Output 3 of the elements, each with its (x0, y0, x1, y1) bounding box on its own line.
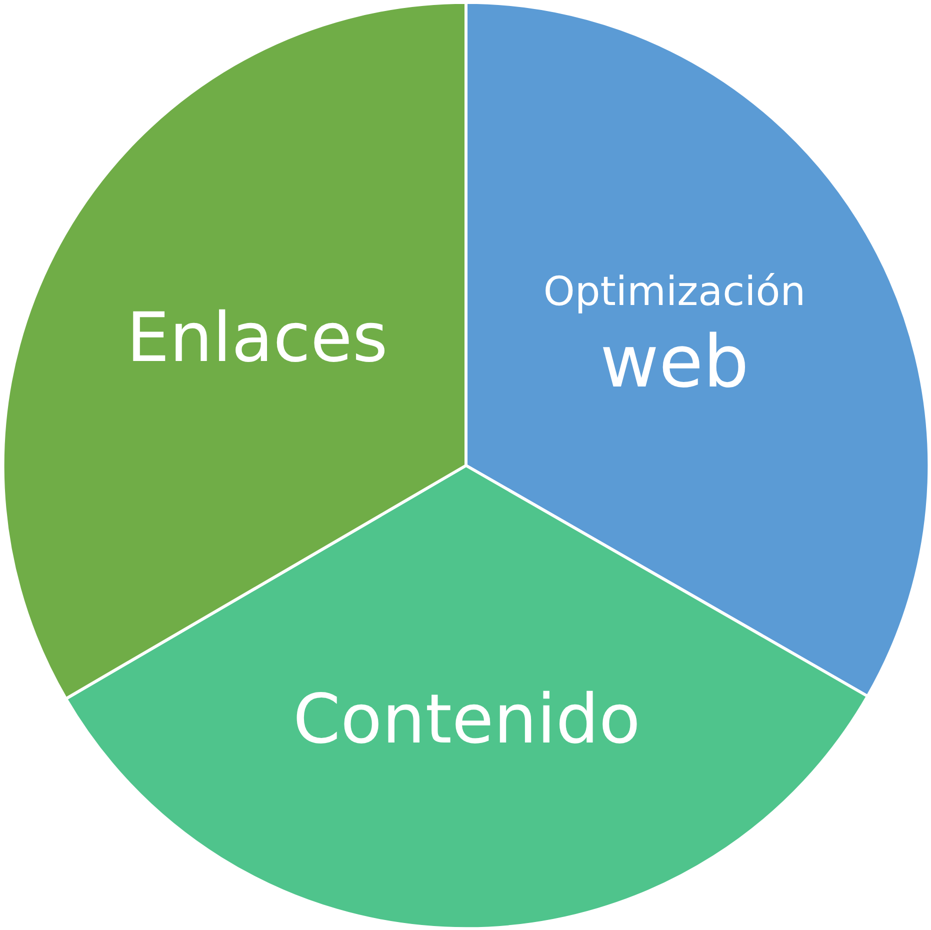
slice-label: Enlaces (126, 299, 388, 378)
slice-label: Contenido (293, 680, 640, 760)
slice-label: Optimización web (543, 268, 806, 404)
